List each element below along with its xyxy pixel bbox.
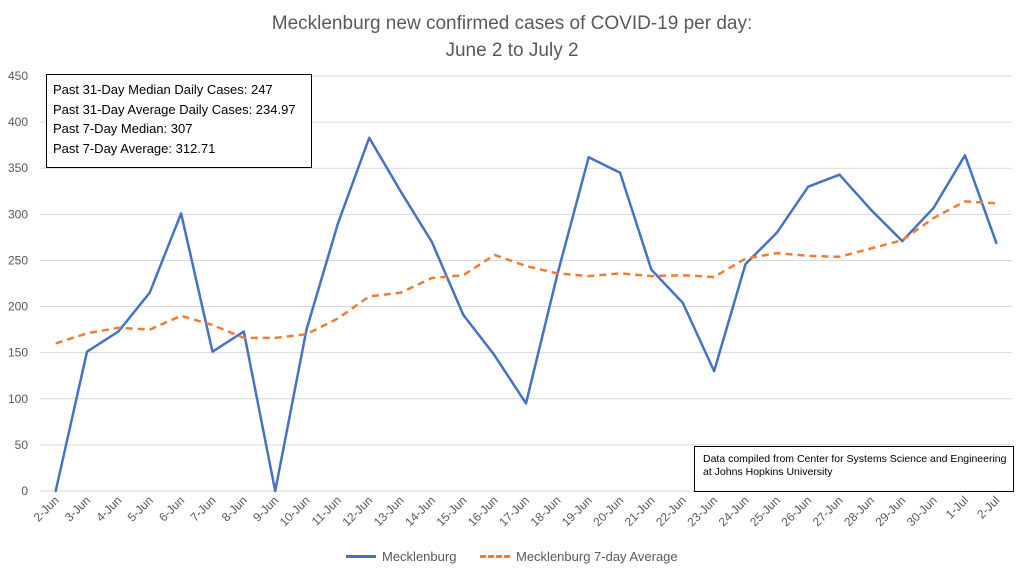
x-tick-label: 13-Jun	[371, 493, 407, 529]
x-tick-label: 24-Jun	[716, 493, 752, 529]
x-tick-label: 27-Jun	[810, 493, 846, 529]
legend-label-7day-average: Mecklenburg 7-day Average	[516, 548, 678, 564]
x-tick-label: 2-Jul	[974, 493, 1002, 521]
source-note-box: Data compiled from Center for Systems Sc…	[694, 446, 1014, 492]
x-tick-label: 1-Jul	[943, 493, 971, 521]
series-lines	[54, 136, 998, 493]
x-tick-label: 18-Jun	[528, 493, 564, 529]
legend-item-mecklenburg: Mecklenburg	[346, 546, 456, 566]
y-tick-label: 300	[8, 207, 28, 221]
x-tick-label: 6-Jun	[156, 493, 187, 524]
stats-line-median-7: Past 7-Day Median: 307	[53, 121, 193, 136]
legend: Mecklenburg Mecklenburg 7-day Average	[0, 546, 1024, 566]
x-tick-label: 30-Jun	[904, 493, 940, 529]
legend-label-mecklenburg: Mecklenburg	[382, 548, 457, 564]
y-tick-label: 50	[15, 438, 29, 452]
stats-line-average-7: Past 7-Day Average: 312.71	[53, 140, 216, 156]
y-tick-label: 150	[8, 346, 28, 360]
stats-line-average-31: Past 31-Day Average Daily Cases: 234.97	[53, 101, 296, 117]
x-tick-label: 19-Jun	[559, 493, 595, 529]
chart-title-line-1: Mecklenburg new confirmed cases of COVID…	[272, 13, 753, 34]
source-note-line-2: at Johns Hopkins University	[703, 466, 833, 478]
y-axis-ticks: 0 50 100 150 200 250 300 350 400 450	[8, 69, 28, 498]
y-tick-label: 450	[8, 69, 28, 83]
x-tick-label: 22-Jun	[653, 493, 689, 529]
y-tick-label: 0	[21, 484, 28, 498]
x-tick-label: 16-Jun	[465, 493, 501, 529]
x-tick-label: 21-Jun	[622, 493, 658, 529]
x-tick-label: 26-Jun	[778, 493, 814, 529]
y-tick-label: 350	[8, 161, 28, 175]
legend-swatch-dashed	[480, 554, 510, 558]
stats-line-median-31: Past 31-Day Median Daily Cases: 247	[53, 82, 273, 97]
source-note-line-1: Data compiled from Center for Systems Sc…	[703, 453, 1007, 465]
x-tick-label: 5-Jun	[125, 493, 156, 524]
x-tick-label: 11-Jun	[309, 493, 344, 528]
x-tick-label: 25-Jun	[747, 493, 783, 529]
chart-title-line-2: June 2 to July 2	[445, 40, 578, 61]
x-tick-label: 20-Jun	[590, 493, 626, 529]
legend-swatch-solid	[346, 554, 376, 558]
stats-annotation-box: Past 31-Day Median Daily Cases: 247 Past…	[46, 74, 312, 168]
x-tick-label: 29-Jun	[873, 493, 909, 529]
x-tick-label: 15-Jun	[434, 493, 470, 529]
x-tick-label: 14-Jun	[402, 493, 438, 529]
x-axis-ticks: 2-Jun 3-Jun 4-Jun 5-Jun 6-Jun 7-Jun 8-Jun 9-Jun…	[31, 493, 1003, 529]
x-tick-label: 3-Jun	[62, 493, 93, 524]
x-tick-label: 8-Jun	[219, 493, 250, 524]
x-tick-label: 4-Jun	[93, 493, 124, 524]
x-tick-label: 2-Jun	[31, 493, 62, 524]
x-tick-label: 12-Jun	[339, 493, 375, 529]
x-tick-label: 23-Jun	[684, 493, 720, 529]
y-tick-label: 250	[8, 253, 28, 267]
x-tick-label: 10-Jun	[277, 493, 313, 529]
series-line-mecklenburg	[54, 136, 998, 493]
y-tick-label: 400	[8, 115, 28, 129]
series-line-mecklenburg-7day-average	[55, 200, 997, 345]
x-tick-label: 28-Jun	[841, 493, 877, 529]
x-tick-label: 17-Jun	[496, 493, 532, 529]
x-tick-label: 7-Jun	[187, 493, 218, 524]
y-tick-label: 100	[8, 392, 28, 406]
legend-item-7day-average: Mecklenburg 7-day Average	[480, 546, 678, 566]
y-tick-label: 200	[8, 300, 28, 314]
